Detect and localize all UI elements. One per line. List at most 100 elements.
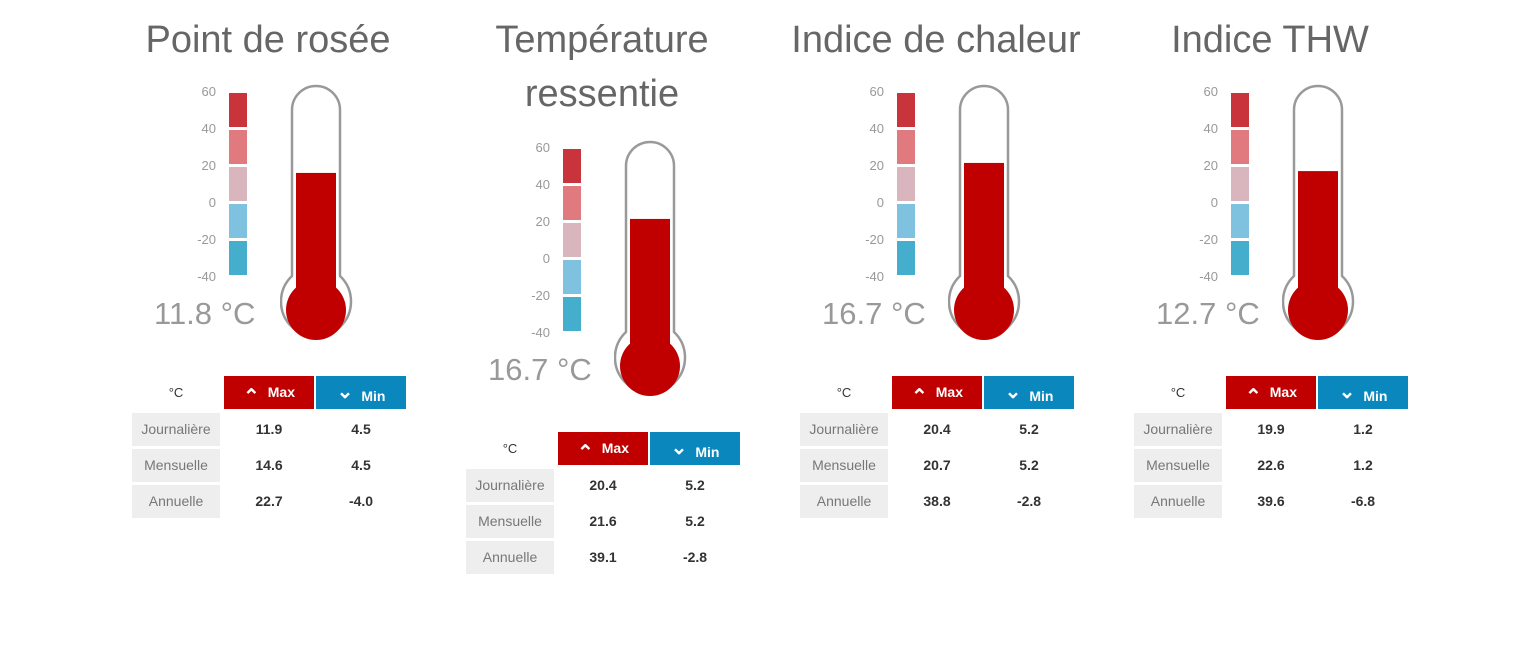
scale-tick-label: 40	[1203, 121, 1218, 136]
min-value: 5.2	[1019, 457, 1039, 473]
scale-segment	[1231, 241, 1249, 275]
title-line: ressentie	[524, 73, 680, 115]
min-header[interactable]: ⌄ Min	[316, 376, 406, 409]
max-value: 19.9	[1257, 421, 1285, 437]
scale-tick-label: -20	[531, 288, 550, 303]
scale-tick-label: 60	[1203, 84, 1218, 99]
max-value: 39.6	[1257, 493, 1285, 509]
scale-tick-label: 0	[208, 195, 216, 210]
thermometer-icon	[280, 84, 353, 340]
max-header[interactable]: ⌃ Max	[1226, 376, 1316, 409]
scale-segment	[1231, 93, 1249, 127]
row-label: Annuelle	[132, 485, 220, 518]
max-header[interactable]: ⌃ Max	[558, 432, 648, 465]
max-value: 22.7	[255, 493, 283, 509]
scale-segment	[897, 204, 915, 238]
min-header[interactable]: ⌄ Min	[984, 376, 1074, 409]
row-label: Journalière	[132, 413, 220, 446]
scale-tick-label: 20	[869, 158, 884, 173]
scale-tick-label: -40	[531, 325, 550, 340]
max-header[interactable]: ⌃ Max	[892, 376, 982, 409]
scale-tick-label: 20	[1203, 158, 1218, 173]
min-value: 5.2	[1019, 421, 1039, 437]
scale-segment	[897, 93, 915, 127]
chevron-down-icon: ⌄	[1004, 381, 1022, 403]
row-label: Annuelle	[800, 485, 888, 518]
min-value: 1.2	[1353, 421, 1373, 437]
scale-tick-label: 0	[876, 195, 884, 210]
panel-title: Température ressentie	[442, 13, 762, 121]
chevron-up-icon: ⌃	[577, 442, 594, 464]
scale-segment	[229, 167, 247, 201]
scale-segment	[563, 149, 581, 183]
thermometer-icon	[1282, 84, 1355, 340]
scale-segment	[1231, 204, 1249, 238]
scale-tick-label: 40	[201, 121, 216, 136]
scale-tick-label: 60	[869, 84, 884, 99]
min-value: 5.2	[685, 513, 705, 529]
scale-segment	[897, 241, 915, 275]
max-value: 11.9	[255, 421, 283, 437]
chevron-down-icon: ⌄	[1338, 381, 1356, 403]
max-label: Max	[601, 440, 629, 456]
scale-tick-label: 60	[535, 140, 550, 155]
scale-segment	[897, 130, 915, 164]
scale-segment	[563, 186, 581, 220]
max-value: 39.1	[589, 549, 617, 565]
scale-tick-label: 40	[535, 177, 550, 192]
scale-tick-label: -40	[197, 269, 216, 284]
panel-title: Indice de chaleur	[776, 13, 1096, 67]
min-header[interactable]: ⌄ Min	[1318, 376, 1408, 409]
thermometer-bulb	[620, 336, 680, 396]
scale-tick-label: -40	[1199, 269, 1218, 284]
min-label: Min	[695, 444, 720, 460]
max-header[interactable]: ⌃ Max	[224, 376, 314, 409]
min-value: -2.8	[1016, 493, 1042, 509]
unit-label: °C	[502, 441, 518, 456]
scale-tick-label: 0	[1210, 195, 1218, 210]
scale-tick-label: 0	[542, 251, 550, 266]
current-value: 11.8 °C	[154, 296, 256, 331]
current-value: 12.7 °C	[1156, 296, 1260, 331]
thermometer-panel: Température ressentie 60 40 20 0 -20 -40 16.7 °C…	[464, 19, 764, 656]
row-label: Journalière	[800, 413, 888, 446]
scale-tick-label: -40	[865, 269, 884, 284]
thermometer-bulb	[286, 280, 346, 340]
max-value: 38.8	[923, 493, 951, 509]
scale-tick-label: 20	[535, 214, 550, 229]
thermometer-bulb	[1288, 280, 1348, 340]
unit-label: °C	[168, 385, 184, 400]
row-label: Mensuelle	[132, 449, 220, 482]
current-value: 16.7 °C	[488, 352, 592, 387]
row-label: Journalière	[1134, 413, 1222, 446]
scale-tick-label: 60	[201, 84, 216, 99]
title-line: Température	[495, 19, 709, 61]
max-value: 20.7	[923, 457, 951, 473]
scale-tick-label: -20	[197, 232, 216, 247]
row-label: Annuelle	[466, 541, 554, 574]
row-label: Mensuelle	[466, 505, 554, 538]
max-value: 20.4	[923, 421, 951, 437]
thermometer-bulb	[954, 280, 1014, 340]
title-line: Indice THW	[1171, 19, 1369, 61]
chevron-up-icon: ⌃	[911, 386, 928, 408]
thermometer-panel: Indice de chaleur 60 40 20 0 -20 -40 16.7 °C °C ⌃…	[791, 0, 1098, 600]
row-label: Mensuelle	[1134, 449, 1222, 482]
scale-segment	[229, 130, 247, 164]
panel-title: Indice THW	[1110, 13, 1430, 67]
max-value: 22.6	[1257, 457, 1285, 473]
scale-segment	[563, 297, 581, 331]
scale-tick-label: 20	[201, 158, 216, 173]
row-label: Annuelle	[1134, 485, 1222, 518]
min-header[interactable]: ⌄ Min	[650, 432, 740, 465]
max-label: Max	[267, 384, 295, 400]
unit-label: °C	[1170, 385, 1186, 400]
min-label: Min	[361, 388, 386, 404]
scale-tick-label: -20	[865, 232, 884, 247]
scale-segment	[229, 241, 247, 275]
chevron-up-icon: ⌃	[243, 386, 260, 408]
scale-tick-label: -20	[1199, 232, 1218, 247]
min-value: -6.8	[1350, 493, 1376, 509]
min-value: 5.2	[685, 477, 705, 493]
title-line: Point de rosée	[145, 19, 391, 61]
